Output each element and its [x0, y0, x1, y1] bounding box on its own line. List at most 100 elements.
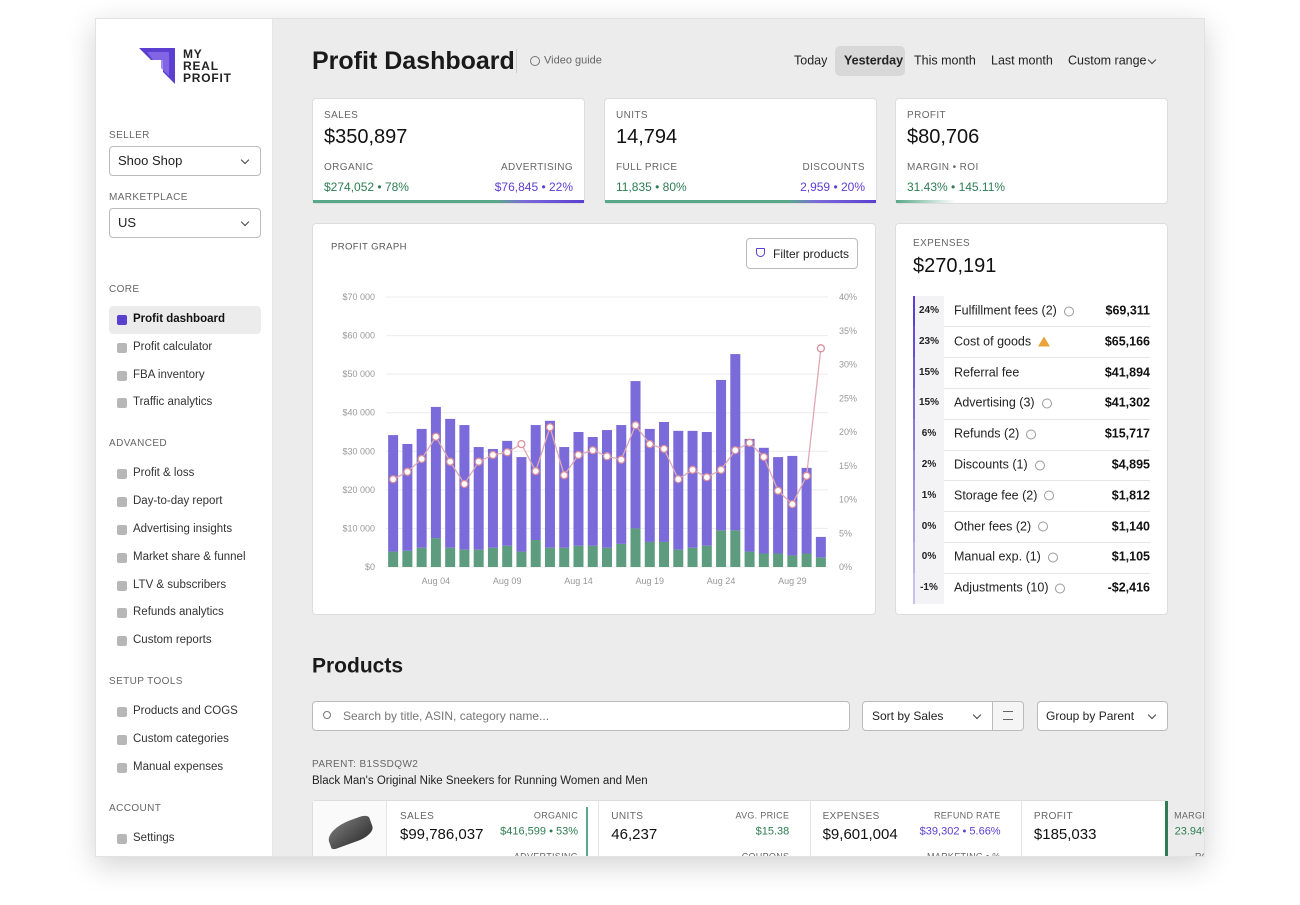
date-range-option[interactable]: Last month: [991, 53, 1053, 68]
product-name[interactable]: Black Man's Original Nike Sneekers for R…: [312, 775, 648, 788]
bar-segment: [815, 536, 826, 558]
card-sub-value: $76,845 • 22%: [494, 179, 573, 194]
pct-box: [913, 572, 944, 604]
nav-item[interactable]: Profit dashboard: [133, 313, 226, 326]
expense-name: Adjustments (10): [954, 580, 1049, 595]
filter-icon: [756, 248, 765, 257]
bar-segment: [630, 381, 641, 529]
expense-pct: 23%: [918, 335, 940, 347]
bar-segment: [673, 430, 684, 550]
nav-item[interactable]: Custom categories: [133, 733, 229, 746]
nav-item[interactable]: FBA inventory: [133, 368, 205, 381]
cell-label: UNITS: [611, 811, 644, 822]
card-sub-value: 11,835 • 80%: [616, 179, 687, 194]
seller-select[interactable]: [109, 146, 261, 176]
date-range-option[interactable]: Custom range: [1068, 53, 1147, 68]
nav-icon: [117, 636, 127, 647]
y-tick-label: $70 000: [342, 292, 375, 302]
margin-point: [759, 452, 768, 462]
cell-sub-label: ORGANIC: [533, 810, 578, 821]
group-select[interactable]: [1037, 701, 1168, 731]
info-icon: [1063, 306, 1074, 316]
bar-segment: [773, 457, 784, 554]
nav-icon: [117, 315, 127, 325]
row-separator: [944, 511, 1150, 513]
date-range-option[interactable]: This month: [914, 53, 976, 68]
x-tick-label: Aug 29: [778, 576, 807, 586]
nav-item[interactable]: Products and COGS: [133, 705, 238, 718]
profit-accent: [1165, 801, 1168, 856]
pct-box: [913, 295, 944, 327]
card-value: 14,794: [616, 126, 678, 148]
cell-sub-label: ROI: [1194, 851, 1204, 857]
expenses-label: EXPENSES: [913, 238, 971, 249]
bar-segment: [815, 557, 826, 567]
pct-box: [913, 511, 944, 542]
nav-icon: [117, 552, 127, 563]
card-bar: [313, 200, 584, 203]
card-label: PROFIT: [907, 110, 947, 121]
search-input[interactable]: [312, 701, 850, 731]
nav-item[interactable]: Day-to-day report: [133, 495, 223, 508]
margin-point: [631, 421, 640, 430]
nav-icon: [117, 580, 127, 591]
y-tick-label: $20 000: [342, 485, 375, 495]
expense-name-wrap: Advertising (3): [954, 396, 1052, 411]
nav-item[interactable]: Profit calculator: [133, 340, 213, 353]
expense-name-wrap: Storage fee (2): [954, 488, 1055, 503]
card-sub-label: MARGIN • ROI: [907, 162, 979, 173]
bar-segment: [487, 547, 498, 567]
pct-box: [913, 542, 944, 573]
nav-item[interactable]: Custom reports: [133, 634, 212, 647]
card-label: UNITS: [616, 110, 648, 121]
bar-segment: [687, 430, 698, 548]
video-guide-link[interactable]: Video guide: [544, 54, 602, 67]
nav-item[interactable]: Traffic analytics: [133, 396, 213, 409]
bar-segment: [673, 549, 684, 567]
card-bar: [605, 200, 876, 203]
marketplace-label: MARKETPLACE: [109, 192, 188, 203]
cell-value: $9,601,004: [822, 826, 898, 843]
y2-tick-label: 0%: [839, 562, 852, 572]
x-tick-label: Aug 14: [564, 576, 593, 586]
cell-label: EXPENSES: [822, 811, 880, 822]
y2-tick-label: 25%: [839, 393, 857, 403]
nav-section-title: ACCOUNT: [109, 802, 162, 814]
bar-segment: [758, 447, 769, 554]
nav-item[interactable]: Refunds analytics: [133, 606, 224, 619]
margin-point: [788, 500, 797, 509]
margin-point: [446, 457, 455, 466]
bar-segment: [573, 432, 584, 546]
x-tick-label: Aug 24: [707, 576, 736, 586]
logo-text: PROFIT: [183, 70, 232, 85]
y2-tick-label: 15%: [839, 461, 857, 471]
sort-select[interactable]: [862, 701, 993, 731]
margin-point: [773, 486, 783, 495]
sort-direction-button[interactable]: [993, 701, 1024, 731]
card-sub-label: DISCOUNTS: [802, 162, 865, 173]
nav-item[interactable]: Market share & funnel: [133, 550, 246, 563]
bar-segment: [416, 547, 427, 567]
bar-segment: [487, 448, 498, 548]
nav-item[interactable]: Settings: [133, 831, 175, 844]
filter-button[interactable]: [746, 238, 858, 269]
filter-button-label: Filter products: [773, 246, 850, 261]
date-range-option[interactable]: Today: [794, 53, 828, 68]
expense-amount: $1,105: [1111, 549, 1150, 564]
marketplace-select[interactable]: [109, 208, 261, 238]
bar-segment: [730, 354, 741, 531]
nav-item[interactable]: LTV & subscribers: [133, 578, 227, 591]
nav-item[interactable]: Manual expenses: [133, 760, 224, 773]
date-range-option[interactable]: Yesterday: [844, 53, 904, 68]
nav-item[interactable]: Profit & loss: [133, 467, 195, 480]
bar-segment: [630, 528, 641, 567]
margin-point: [388, 475, 398, 484]
bar-segment: [644, 428, 655, 542]
nav-item[interactable]: Advertising insights: [133, 523, 233, 536]
margin-point: [488, 450, 498, 460]
expense-name: Other fees (2): [954, 519, 1032, 534]
x-tick-label: Aug 09: [493, 576, 522, 586]
card-sub-value: 2,959 • 20%: [800, 179, 865, 194]
logo-icon: [139, 48, 175, 84]
bar-segment: [473, 447, 484, 550]
